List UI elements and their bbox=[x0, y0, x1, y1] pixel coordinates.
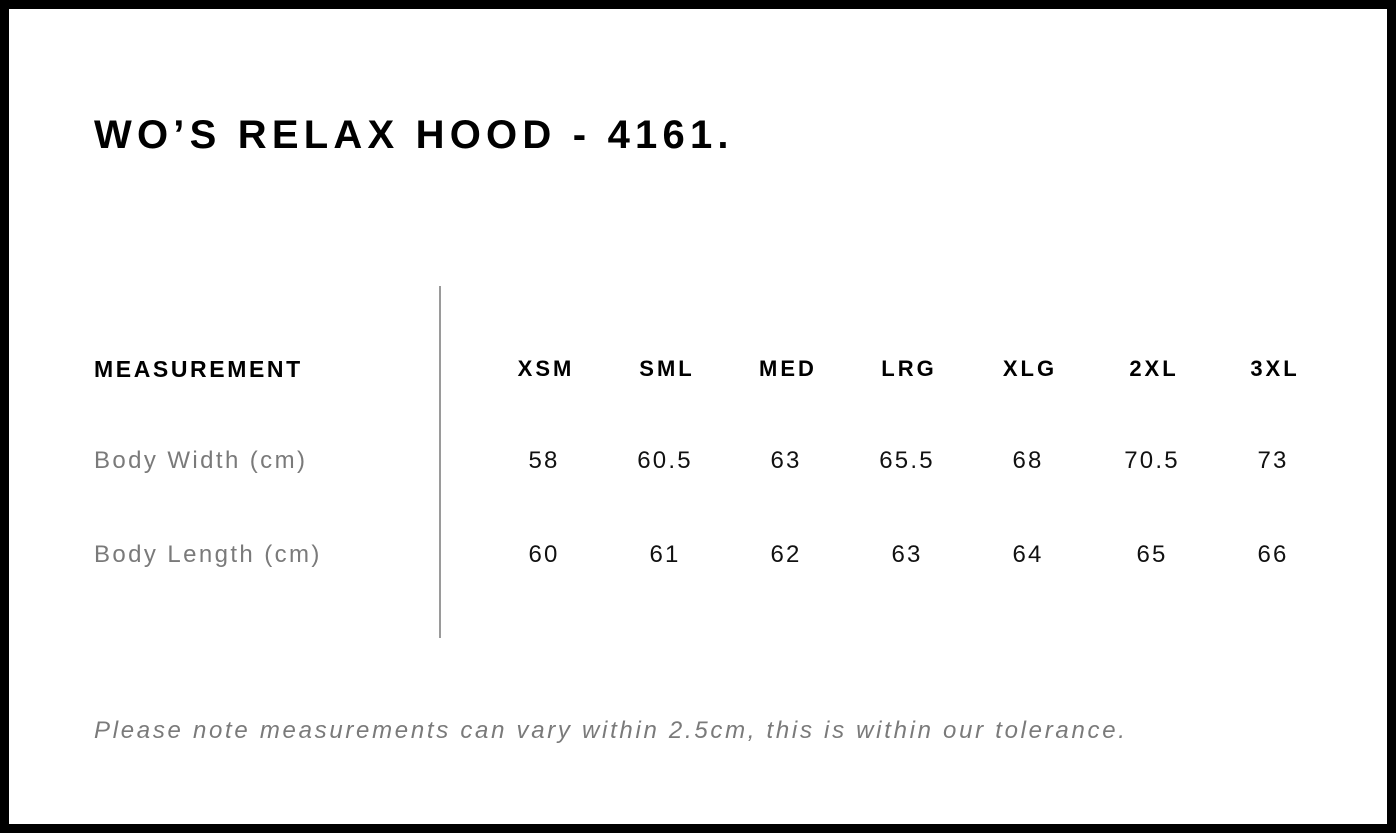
tolerance-note: Please note measurements can vary within… bbox=[94, 717, 1128, 744]
size-header-3xl: 3XL bbox=[1250, 356, 1300, 381]
table-cell: 63 bbox=[891, 541, 923, 568]
size-chart-card: WO’S RELAX HOOD - 4161. MEASUREMENT Plea… bbox=[9, 9, 1387, 824]
column-divider bbox=[439, 286, 441, 638]
table-cell: 64 bbox=[1012, 541, 1044, 568]
size-header-xlg: XLG bbox=[1002, 356, 1058, 381]
size-header-med: MED bbox=[759, 356, 817, 381]
size-header-sml: SML bbox=[639, 356, 695, 381]
table-cell: 62 bbox=[770, 541, 802, 568]
measurement-header: MEASUREMENT bbox=[94, 356, 303, 382]
size-header-lrg: LRG bbox=[881, 356, 937, 381]
table-cell: 61 bbox=[649, 541, 681, 568]
table-cell: 73 bbox=[1257, 447, 1289, 474]
table-cell: 63 bbox=[770, 447, 802, 474]
page-title: WO’S RELAX HOOD - 4161. bbox=[94, 113, 734, 157]
table-cell: 66 bbox=[1257, 541, 1289, 568]
table-cell: 65.5 bbox=[879, 447, 935, 474]
table-cell: 58 bbox=[528, 447, 560, 474]
size-header-xsm: XSM bbox=[517, 356, 575, 381]
table-cell: 70.5 bbox=[1124, 447, 1180, 474]
table-cell: 65 bbox=[1136, 541, 1168, 568]
table-cell: 60 bbox=[528, 541, 560, 568]
row-label: Body Length (cm) bbox=[94, 541, 322, 568]
table-cell: 68 bbox=[1012, 447, 1044, 474]
table-cell: 60.5 bbox=[637, 447, 693, 474]
row-label: Body Width (cm) bbox=[94, 447, 308, 474]
size-header-2xl: 2XL bbox=[1129, 356, 1179, 381]
